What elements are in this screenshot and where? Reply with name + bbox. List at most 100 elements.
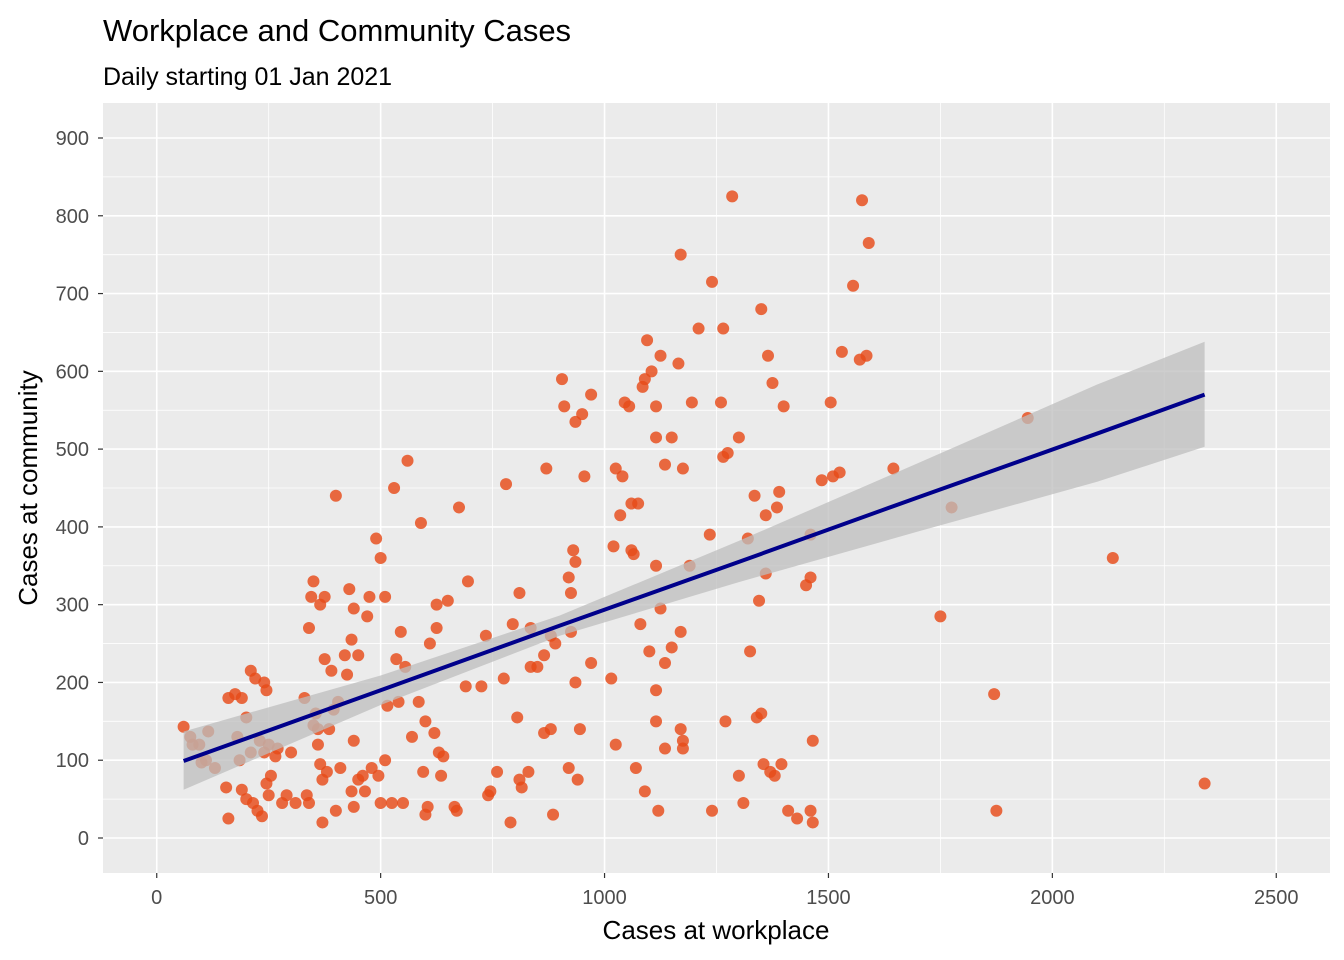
data-point xyxy=(744,645,757,658)
data-point xyxy=(401,454,414,467)
data-point xyxy=(665,641,678,654)
y-tick-label: 0 xyxy=(78,828,89,850)
data-point xyxy=(280,789,293,802)
data-point xyxy=(540,462,553,475)
data-point xyxy=(862,237,875,249)
data-point xyxy=(650,715,663,728)
data-point xyxy=(307,575,320,588)
data-point xyxy=(804,804,817,817)
data-point xyxy=(815,474,828,487)
data-point xyxy=(755,707,768,720)
data-point xyxy=(860,349,873,362)
data-point xyxy=(412,695,425,708)
data-point xyxy=(352,649,365,662)
data-point xyxy=(320,765,333,778)
data-point xyxy=(262,789,275,802)
data-point xyxy=(650,559,663,572)
data-point xyxy=(643,645,656,658)
data-point xyxy=(423,637,436,650)
data-point xyxy=(692,322,705,335)
data-point xyxy=(824,396,837,409)
data-point xyxy=(302,797,315,809)
data-point xyxy=(358,785,371,798)
data-point xyxy=(491,765,504,778)
data-point xyxy=(385,797,398,809)
data-point xyxy=(450,804,463,817)
data-point xyxy=(659,458,672,471)
data-point xyxy=(289,797,302,809)
data-point xyxy=(475,680,488,693)
data-point xyxy=(345,785,358,798)
data-point xyxy=(573,723,586,736)
data-point xyxy=(685,396,698,409)
confidence-band xyxy=(183,341,1205,790)
data-point xyxy=(806,816,819,829)
data-point xyxy=(419,715,432,728)
data-point xyxy=(732,431,745,444)
data-point xyxy=(453,501,466,514)
data-point xyxy=(479,629,492,642)
data-point xyxy=(641,334,654,347)
data-point xyxy=(428,727,441,739)
y-tick-label: 800 xyxy=(56,206,89,228)
data-point xyxy=(390,653,403,666)
data-point xyxy=(347,800,360,813)
data-point xyxy=(714,396,727,409)
data-point xyxy=(260,684,273,697)
data-point xyxy=(576,408,589,421)
data-point xyxy=(650,400,663,413)
data-point xyxy=(674,625,687,638)
data-point xyxy=(347,602,360,615)
data-point xyxy=(569,555,582,568)
y-axis-ticks: 0 100 200 300 400 500 600 700 800 900 xyxy=(56,128,103,850)
data-point xyxy=(459,680,472,693)
data-point xyxy=(417,765,430,778)
x-tick-label: 1500 xyxy=(806,887,851,909)
data-point xyxy=(394,625,407,638)
data-point xyxy=(676,462,689,475)
data-point xyxy=(706,804,719,817)
data-point xyxy=(761,349,774,362)
data-point xyxy=(632,497,645,510)
data-point xyxy=(506,618,519,631)
data-point xyxy=(544,723,557,736)
data-point xyxy=(1198,777,1211,790)
data-point xyxy=(497,672,510,685)
data-point xyxy=(421,800,434,813)
data-point xyxy=(638,785,651,798)
data-point xyxy=(719,715,732,728)
data-point xyxy=(562,571,575,584)
data-point xyxy=(674,723,687,736)
data-point xyxy=(397,797,410,809)
data-point xyxy=(329,489,342,502)
data-point xyxy=(558,400,571,413)
data-point xyxy=(430,598,443,611)
data-point xyxy=(363,590,376,603)
data-point xyxy=(365,762,378,774)
data-point xyxy=(806,734,819,747)
data-point xyxy=(334,762,347,774)
data-point xyxy=(773,485,786,498)
data-point xyxy=(757,758,770,771)
data-point xyxy=(430,622,443,634)
data-point xyxy=(437,750,450,763)
data-point xyxy=(370,532,383,545)
data-point xyxy=(721,447,734,459)
data-point xyxy=(782,804,795,817)
data-point xyxy=(347,734,360,747)
data-point xyxy=(659,742,672,755)
data-point xyxy=(388,482,401,494)
data-point xyxy=(405,730,418,743)
data-point xyxy=(564,587,577,599)
data-point xyxy=(770,501,783,514)
y-tick-label: 600 xyxy=(56,361,89,383)
data-point xyxy=(374,552,387,564)
data-point xyxy=(585,388,598,401)
data-point xyxy=(638,373,651,386)
chart-title: Workplace and Community Cases xyxy=(103,13,571,48)
data-point xyxy=(305,590,318,603)
data-point xyxy=(777,400,790,413)
data-point xyxy=(766,377,779,389)
data-point xyxy=(341,668,354,681)
